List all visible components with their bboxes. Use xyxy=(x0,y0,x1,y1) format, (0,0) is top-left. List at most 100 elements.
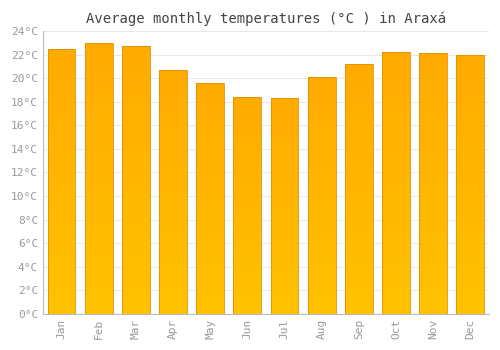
Bar xyxy=(419,103,447,104)
Bar xyxy=(308,246,336,247)
Bar xyxy=(270,240,298,241)
Bar xyxy=(270,100,298,102)
Bar xyxy=(48,195,76,196)
Bar xyxy=(382,271,410,272)
Bar xyxy=(270,248,298,249)
Bar xyxy=(48,165,76,167)
Bar xyxy=(345,235,373,236)
Bar xyxy=(234,188,262,189)
Title: Average monthly temperatures (°C ) in Araxá: Average monthly temperatures (°C ) in Ar… xyxy=(86,11,446,26)
Bar xyxy=(196,266,224,268)
Bar xyxy=(159,104,187,105)
Bar xyxy=(382,132,410,133)
Bar xyxy=(196,131,224,132)
Bar xyxy=(270,187,298,188)
Bar xyxy=(308,111,336,112)
Bar xyxy=(382,201,410,203)
Bar xyxy=(345,241,373,243)
Bar xyxy=(308,129,336,130)
Bar xyxy=(159,98,187,99)
Bar xyxy=(382,189,410,191)
Bar xyxy=(196,279,224,280)
Bar xyxy=(159,79,187,81)
Bar xyxy=(234,307,262,308)
Bar xyxy=(159,194,187,195)
Bar xyxy=(48,302,76,303)
Bar xyxy=(196,114,224,115)
Bar xyxy=(122,307,150,308)
Bar xyxy=(270,309,298,310)
Bar xyxy=(308,303,336,304)
Bar xyxy=(122,311,150,313)
Bar xyxy=(456,310,484,311)
Bar xyxy=(345,208,373,209)
Bar xyxy=(85,81,112,82)
Bar xyxy=(456,305,484,306)
Bar xyxy=(48,145,76,147)
Bar xyxy=(122,70,150,72)
Bar xyxy=(196,238,224,239)
Bar xyxy=(234,124,262,125)
Bar xyxy=(122,241,150,243)
Bar xyxy=(345,270,373,271)
Bar xyxy=(308,207,336,208)
Bar xyxy=(345,269,373,270)
Bar xyxy=(345,126,373,128)
Bar xyxy=(122,300,150,302)
Bar xyxy=(345,180,373,181)
Bar xyxy=(456,313,484,314)
Bar xyxy=(196,195,224,196)
Bar xyxy=(122,267,150,268)
Bar xyxy=(419,151,447,152)
Bar xyxy=(308,231,336,232)
Bar xyxy=(456,160,484,161)
Bar xyxy=(159,269,187,270)
Bar xyxy=(159,287,187,288)
Bar xyxy=(196,101,224,103)
Bar xyxy=(85,161,112,162)
Bar xyxy=(48,269,76,270)
Bar xyxy=(48,185,76,187)
Bar xyxy=(345,169,373,170)
Bar xyxy=(456,92,484,93)
Bar xyxy=(159,202,187,203)
Bar xyxy=(48,67,76,69)
Bar xyxy=(85,227,112,229)
Bar xyxy=(159,303,187,304)
Bar xyxy=(419,122,447,124)
Bar xyxy=(308,313,336,314)
Bar xyxy=(85,222,112,223)
Bar xyxy=(122,159,150,160)
Bar xyxy=(122,104,150,105)
Bar xyxy=(345,288,373,289)
Bar xyxy=(270,117,298,118)
Bar xyxy=(196,268,224,269)
Bar xyxy=(122,56,150,57)
Bar xyxy=(456,140,484,141)
Bar xyxy=(345,267,373,269)
Bar xyxy=(270,226,298,228)
Bar xyxy=(48,115,76,116)
Bar xyxy=(85,46,112,47)
Bar xyxy=(122,260,150,261)
Bar xyxy=(270,205,298,206)
Bar xyxy=(234,252,262,253)
Bar xyxy=(270,125,298,126)
Bar xyxy=(196,134,224,135)
Bar xyxy=(48,156,76,158)
Bar xyxy=(345,290,373,291)
Bar xyxy=(234,179,262,180)
Bar xyxy=(159,313,187,314)
Bar xyxy=(159,172,187,174)
Bar xyxy=(382,72,410,73)
Bar xyxy=(159,70,187,314)
Bar xyxy=(419,242,447,244)
Bar xyxy=(85,173,112,174)
Bar xyxy=(308,195,336,197)
Bar xyxy=(345,193,373,194)
Bar xyxy=(234,176,262,177)
Bar xyxy=(345,184,373,185)
Bar xyxy=(234,153,262,154)
Bar xyxy=(308,93,336,94)
Bar xyxy=(456,246,484,248)
